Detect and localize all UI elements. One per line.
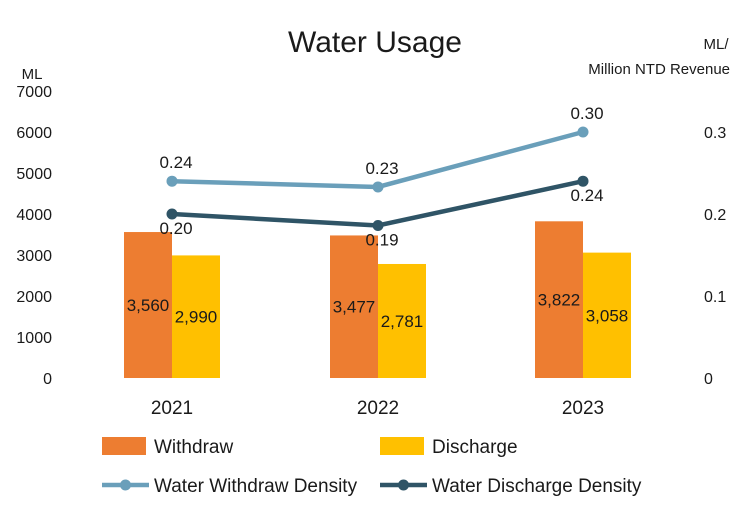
y-left-tick-label: 5000 [16, 166, 52, 183]
bar-discharge [378, 263, 426, 378]
bar-withdraw [124, 232, 172, 378]
y-left-tick-label: 6000 [16, 125, 52, 142]
line-point [577, 175, 589, 187]
x-tick-label: 2022 [357, 398, 399, 419]
y-axis-left-ticks: 0 1000 2000 3000 4000 5000 6000 7000 [16, 84, 52, 388]
x-tick-label: 2021 [151, 398, 193, 419]
line-point [577, 126, 589, 138]
bar-data-label: 3,822 [538, 291, 581, 310]
line-data-label: 0.30 [570, 104, 603, 123]
y-axis-right-unit-line2: Million NTD Revenue [588, 61, 730, 78]
legend-item: Water Discharge Density [380, 476, 642, 497]
legend-item: Withdraw [102, 437, 233, 458]
y-axis-left-unit: ML [22, 66, 43, 83]
line-point [166, 208, 178, 220]
line-series: 0.24 0.23 0.30 0.20 0.19 0.24 [159, 104, 603, 249]
bar-withdraw [330, 235, 378, 378]
legend-item: Discharge [380, 437, 518, 458]
bar-discharge [172, 255, 220, 378]
bar-data-label: 3,058 [586, 306, 629, 325]
y-axis-right-unit-line1: ML/ [703, 36, 729, 53]
line-data-label: 0.24 [159, 153, 192, 172]
line-point [372, 219, 384, 231]
bar-withdraw [535, 221, 583, 378]
line-data-label: 0.23 [365, 159, 398, 178]
y-axis-right-ticks: 0 0.1 0.2 0.3 [704, 125, 726, 388]
line-point [372, 181, 384, 193]
y-left-tick-label: 4000 [16, 207, 52, 224]
line-data-label: 0.20 [159, 219, 192, 238]
line-data-label: 0.19 [365, 230, 398, 249]
y-left-tick-label: 0 [43, 371, 52, 388]
y-left-tick-label: 2000 [16, 289, 52, 306]
bar-data-label: 2,990 [175, 308, 218, 327]
bar-data-label: 2,781 [381, 312, 424, 331]
legend-marker [120, 479, 131, 491]
y-left-tick-label: 1000 [16, 330, 52, 347]
y-right-tick-label: 0.3 [704, 125, 726, 142]
legend: Withdraw Discharge Water Withdraw Density W… [102, 437, 642, 497]
legend-label: Discharge [432, 437, 518, 458]
line-data-label: 0.24 [570, 186, 603, 205]
bar-data-label: 3,477 [333, 298, 376, 317]
y-right-tick-label: 0.2 [704, 207, 726, 224]
y-right-tick-label: 0.1 [704, 289, 726, 306]
legend-swatch [102, 437, 146, 455]
bar-discharge [583, 252, 631, 378]
line-point [166, 175, 178, 187]
bar-series: 3,560 3,477 3,822 2,990 2,781 3,058 [124, 221, 631, 378]
legend-label: Water Discharge Density [432, 476, 642, 497]
chart-title: Water Usage [288, 26, 462, 59]
legend-swatch [380, 437, 424, 455]
legend-item: Water Withdraw Density [102, 476, 358, 497]
y-left-tick-label: 7000 [16, 84, 52, 101]
legend-label: Water Withdraw Density [154, 476, 358, 497]
y-left-tick-label: 3000 [16, 248, 52, 265]
y-right-tick-label: 0 [704, 371, 713, 388]
bar-data-label: 3,560 [127, 296, 170, 315]
legend-marker [398, 479, 409, 491]
x-tick-label: 2023 [562, 398, 604, 419]
legend-label: Withdraw [154, 437, 233, 458]
x-axis-ticks: 2021 2022 2023 [151, 398, 604, 419]
